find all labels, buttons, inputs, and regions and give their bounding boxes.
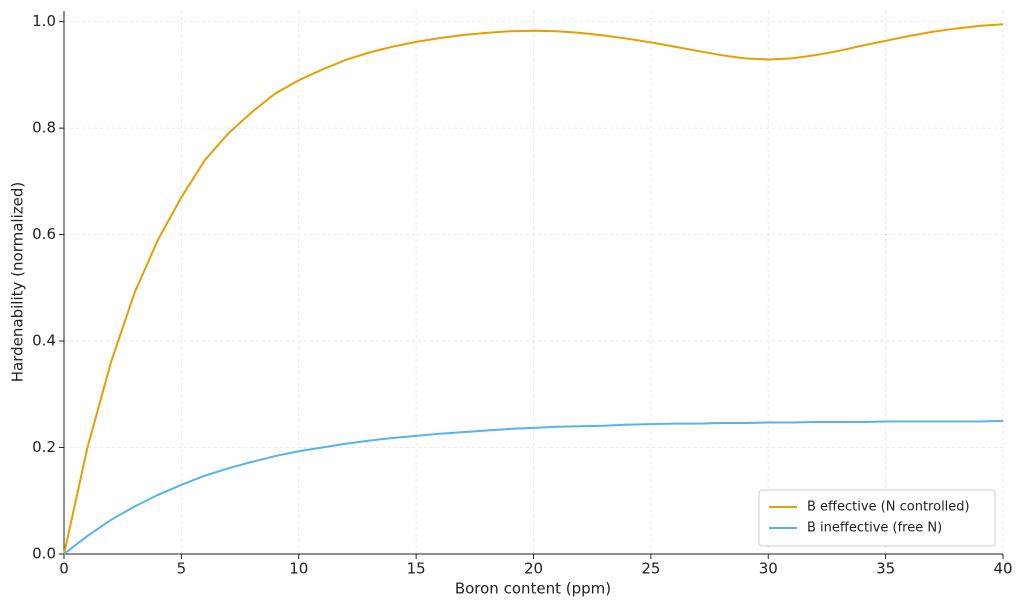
legend-box [758,489,996,547]
y-tick-label: 0.8 [32,119,56,137]
x-tick-label: 20 [524,560,543,578]
y-tick-label: 0.4 [32,332,56,350]
x-tick-label: 10 [289,560,308,578]
y-axis-label: Hardenability (normalized) [9,182,27,382]
legend-label: B effective (N controlled) [807,500,970,515]
data-line [63,23,1004,555]
x-tick-label: 0 [59,560,69,578]
y-tick-label: 1.0 [32,12,56,30]
x-tick-label: 15 [407,560,426,578]
x-tick-label: 25 [641,560,660,578]
x-tick-label: 5 [177,560,187,578]
x-tick-label: 35 [876,560,895,578]
y-tick-label: 0.6 [32,225,56,243]
legend-label: B ineffective (free N) [807,521,942,536]
x-tick-label: 40 [993,560,1012,578]
x-axis-label: Boron content (ppm) [455,580,611,598]
y-tick-label: 0.0 [32,545,56,563]
x-tick-label: 30 [759,560,778,578]
data-line [63,419,1004,555]
y-tick-label: 0.2 [32,438,56,456]
